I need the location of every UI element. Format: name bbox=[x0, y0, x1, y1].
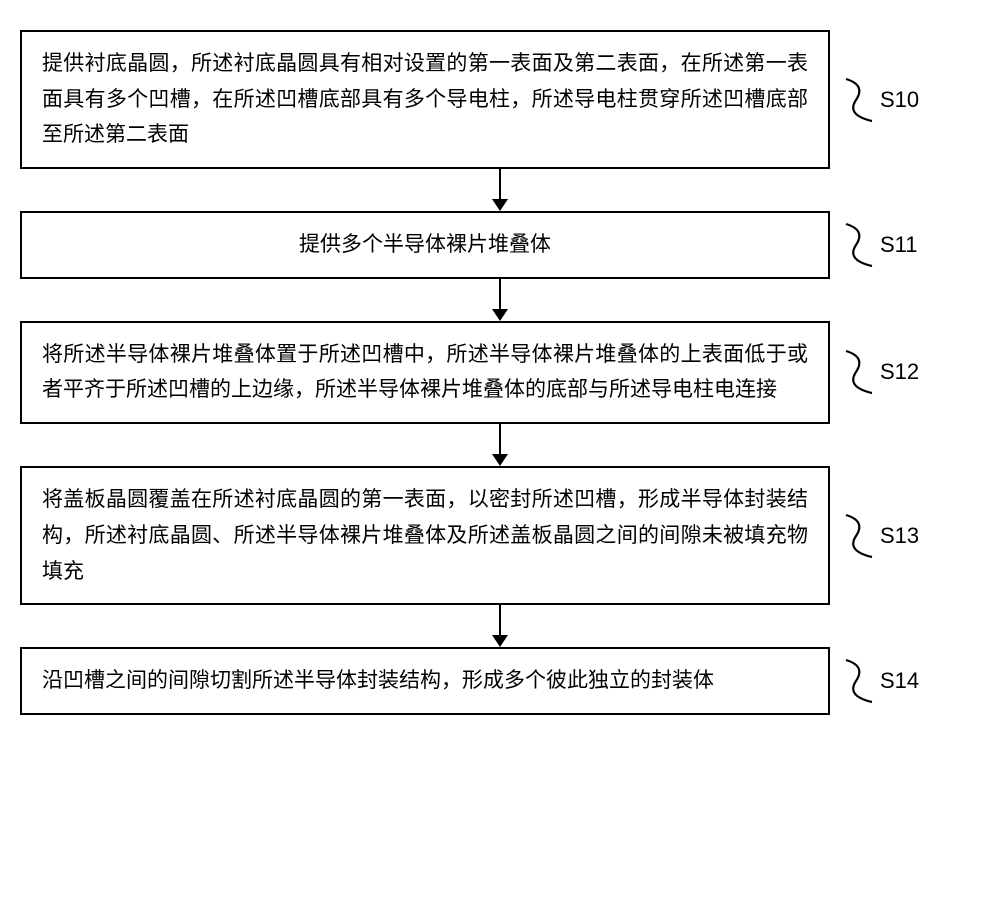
label-container-s12: S12 bbox=[842, 347, 919, 397]
step-box-s13: 将盖板晶圆覆盖在所述衬底晶圆的第一表面，以密封所述凹槽，形成半导体封装结构，所述… bbox=[20, 466, 830, 605]
step-box-s14: 沿凹槽之间的间隙切割所述半导体封装结构，形成多个彼此独立的封装体 bbox=[20, 647, 830, 715]
step-row-s11: 提供多个半导体裸片堆叠体 S11 bbox=[20, 211, 980, 279]
step-label-s12: S12 bbox=[880, 359, 919, 385]
step-row-s14: 沿凹槽之间的间隙切割所述半导体封装结构，形成多个彼此独立的封装体 S14 bbox=[20, 647, 980, 715]
arrow-s10-to-s11 bbox=[95, 169, 905, 211]
step-row-s12: 将所述半导体裸片堆叠体置于所述凹槽中，所述半导体裸片堆叠体的上表面低于或者平齐于… bbox=[20, 321, 980, 424]
step-box-s11: 提供多个半导体裸片堆叠体 bbox=[20, 211, 830, 279]
label-container-s11: S11 bbox=[842, 220, 918, 270]
step-row-s10: 提供衬底晶圆，所述衬底晶圆具有相对设置的第一表面及第二表面，在所述第一表面具有多… bbox=[20, 30, 980, 169]
flowchart-container: 提供衬底晶圆，所述衬底晶圆具有相对设置的第一表面及第二表面，在所述第一表面具有多… bbox=[20, 30, 980, 715]
step-label-s10: S10 bbox=[880, 87, 919, 113]
step-row-s13: 将盖板晶圆覆盖在所述衬底晶圆的第一表面，以密封所述凹槽，形成半导体封装结构，所述… bbox=[20, 466, 980, 605]
label-container-s10: S10 bbox=[842, 75, 919, 125]
step-label-s13: S13 bbox=[880, 523, 919, 549]
arrow-s11-to-s12 bbox=[95, 279, 905, 321]
step-label-s11: S11 bbox=[880, 232, 918, 258]
step-box-s10: 提供衬底晶圆，所述衬底晶圆具有相对设置的第一表面及第二表面，在所述第一表面具有多… bbox=[20, 30, 830, 169]
arrow-s13-to-s14 bbox=[95, 605, 905, 647]
step-label-s14: S14 bbox=[880, 668, 919, 694]
step-box-s12: 将所述半导体裸片堆叠体置于所述凹槽中，所述半导体裸片堆叠体的上表面低于或者平齐于… bbox=[20, 321, 830, 424]
arrow-s12-to-s13 bbox=[95, 424, 905, 466]
label-container-s14: S14 bbox=[842, 656, 919, 706]
label-container-s13: S13 bbox=[842, 511, 919, 561]
